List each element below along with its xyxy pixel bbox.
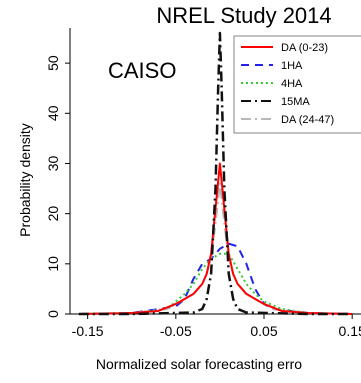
x-tick-label: -0.05 (160, 323, 192, 339)
series-line-2 (78, 242, 353, 315)
chart-title: NREL Study 2014 (156, 3, 331, 28)
chart-annotation: CAISO (108, 58, 176, 83)
legend-label: 4HA (281, 78, 303, 90)
y-tick-label: 50 (45, 55, 61, 71)
y-tick-label: 30 (45, 155, 61, 171)
legend: DA (0-23) 1HA 4HA 15MA DA (24-47) (233, 35, 361, 134)
legend-label: 15MA (281, 96, 310, 108)
legend-label: DA (24-47) (281, 114, 334, 126)
legend-label: DA (0-23) (281, 42, 328, 54)
x-tick-label: 0.05 (250, 323, 277, 339)
y-tick-label: 20 (45, 206, 61, 222)
y-tick-label: 10 (45, 256, 61, 272)
axes-layer: -0.15 -0.05 0.05 0.15 0 10 20 30 40 50 (45, 28, 361, 339)
x-tick-label: 0.15 (339, 323, 361, 339)
legend-label: 1HA (281, 60, 303, 72)
y-tick-label: 0 (45, 310, 61, 318)
series-line-1 (78, 162, 353, 315)
legend-box (233, 35, 361, 134)
y-tick-label: 40 (45, 105, 61, 121)
x-tick-label: -0.15 (72, 323, 104, 339)
series-layer (78, 31, 353, 316)
series-line-4 (78, 31, 353, 316)
x-axis-label: Normalized solar forecasting erro (96, 356, 302, 372)
y-axis-label: Probability density (17, 123, 33, 237)
series-line-3 (78, 252, 353, 315)
